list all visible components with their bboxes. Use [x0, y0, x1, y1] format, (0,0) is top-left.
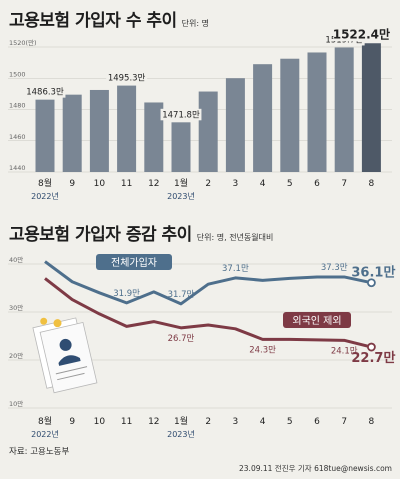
- bar-xtick-label: 3: [233, 179, 239, 189]
- line-xtick-label: 2: [205, 417, 211, 427]
- series-end-point: [366, 278, 376, 288]
- bar: [334, 47, 354, 172]
- source-text: 자료: 고용노동부: [9, 447, 70, 457]
- line-xtick-label: 11: [121, 417, 132, 427]
- line-chart-unit: 단위: 명, 전년동월대비: [196, 233, 274, 242]
- bar: [35, 99, 55, 172]
- bar-xtick-label: 8: [369, 179, 375, 189]
- bar-chart-title: 고용보험 가입자 수 추이 단위: 명: [9, 6, 209, 31]
- line-xtick-label: 8: [369, 417, 375, 427]
- bar-xtick-label: 7: [341, 179, 347, 189]
- bar-data-label-bg: [333, 26, 390, 42]
- line-xtick-label: 5: [287, 417, 293, 427]
- bar-data-label-bg: [106, 72, 148, 84]
- bar-data-label: 1495.3만: [108, 74, 146, 84]
- bar-xtick-label: 12: [148, 179, 159, 189]
- series-line-foreign-excluded: [44, 277, 372, 349]
- series-name-label: 전체가입자: [111, 256, 157, 269]
- bar-xtick-label: 11: [121, 179, 132, 189]
- bar-ytick-label: 1460: [9, 133, 26, 141]
- bar: [198, 91, 218, 172]
- bar: [361, 43, 381, 172]
- series-name-tag: [283, 312, 351, 328]
- bar-data-label: 1471.8만: [162, 110, 200, 120]
- bar-xtick-label: 10: [94, 179, 106, 189]
- bar-data-label: 1522.4만: [333, 26, 390, 41]
- bar: [117, 85, 137, 172]
- bar-year-label: 2022년: [31, 191, 59, 201]
- document-person-body: [58, 355, 81, 366]
- bar-data-label: 1486.3만: [26, 88, 64, 98]
- line-chart-title: 고용보험 가입자 증감 추이 단위: 명, 전년동월대비: [9, 220, 273, 245]
- bar-xtick-label: 5: [287, 179, 293, 189]
- line-chart-title-text: 고용보험 가입자 증감 추이: [9, 225, 192, 245]
- bar-ytick-label: 1520(만): [9, 38, 37, 47]
- line-data-label: 37.1만: [222, 264, 249, 274]
- document-person-head: [59, 338, 72, 351]
- bar-xtick-label: 1월: [174, 177, 188, 189]
- line-data-label: 37.3만: [321, 263, 348, 273]
- bar: [253, 64, 273, 172]
- line-xtick-label: 3: [233, 417, 239, 427]
- line-xtick-label: 4: [260, 417, 266, 427]
- line-data-label: 36.1만: [351, 265, 395, 281]
- bar-chart: 1440 1460 1480 1500 1520(만) 1486.3만 1495.3만 147…: [8, 26, 392, 201]
- bar-data-label-bg: [160, 108, 202, 121]
- line-data-label: 26.7만: [168, 334, 195, 344]
- line-xtick-label: 6: [314, 417, 320, 427]
- series-name-tag: [96, 254, 172, 270]
- line-year-label: 2022년: [31, 429, 59, 439]
- bar-xtick-label: 9: [69, 179, 75, 189]
- bar: [62, 94, 82, 172]
- line-xtick-label: 9: [69, 417, 75, 427]
- line-data-label: 24.1만: [331, 346, 358, 356]
- bar-data-label-bg: [24, 86, 66, 98]
- line-xtick-label: 10: [94, 417, 106, 427]
- document-pin-icon: [53, 319, 62, 328]
- document-text-line: [57, 372, 85, 381]
- series-end-point: [366, 342, 376, 352]
- bar-ytick-label: 1500: [9, 70, 26, 78]
- bar: [307, 52, 327, 172]
- credit-text: 23.09.11 전진우 기자 618tue@newsis.com: [239, 464, 392, 473]
- line-xtick-label: 12: [148, 417, 159, 427]
- series-name-label: 외국인 제외: [292, 315, 341, 327]
- bar-ytick-label: 1440: [9, 164, 26, 172]
- document-illustration-icon: [32, 317, 98, 394]
- bar: [171, 122, 191, 172]
- bar: [144, 102, 164, 172]
- document-text-line: [55, 366, 88, 375]
- bar-chart-unit: 단위: 명: [181, 19, 209, 28]
- bar-ytick-label: 1480: [9, 102, 26, 110]
- line-year-label: 2023년: [167, 429, 195, 439]
- line-xtick-label: 7: [341, 417, 347, 427]
- line-ytick-label: 10만: [9, 399, 23, 408]
- line-data-label: 22.7만: [351, 350, 395, 366]
- line-xtick-label: 1월: [174, 415, 188, 427]
- bar: [89, 89, 109, 172]
- series-line-total: [44, 260, 372, 306]
- line-data-label: 31.7만: [168, 290, 195, 300]
- line-data-label: 24.3만: [249, 345, 276, 355]
- line-ytick-label: 40만: [9, 255, 23, 264]
- bar-xtick-label: 4: [260, 179, 266, 189]
- bar-year-label: 2023년: [167, 191, 195, 201]
- line-data-label: 31.9만: [113, 289, 140, 299]
- line-ytick-label: 20만: [9, 351, 23, 360]
- bar: [225, 78, 245, 172]
- bar: [280, 58, 300, 172]
- bar-xtick-label: 8월: [38, 177, 52, 189]
- bar-xtick-label: 6: [314, 179, 320, 189]
- bar-xtick-label: 2: [205, 179, 211, 189]
- line-xtick-label: 8월: [38, 415, 52, 427]
- line-ytick-label: 30만: [9, 303, 23, 312]
- bar-chart-title-text: 고용보험 가입자 수 추이: [9, 11, 177, 31]
- document-pin-icon: [40, 317, 48, 325]
